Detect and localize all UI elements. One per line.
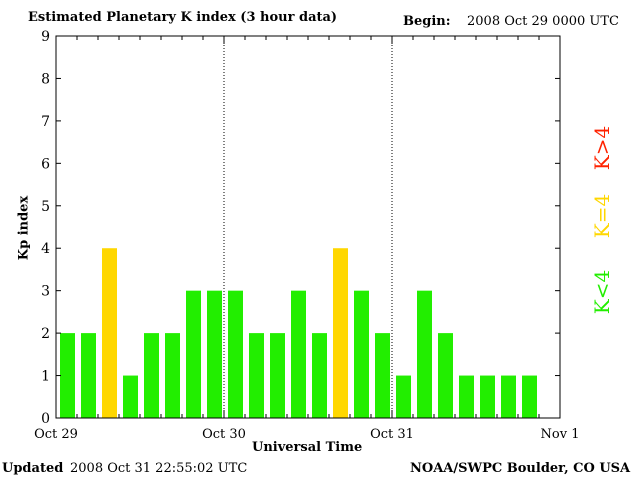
- y-tick-label: 5: [41, 199, 50, 215]
- kp-bar: [480, 375, 495, 418]
- updated-label: Updated: [2, 461, 64, 476]
- y-tick-label: 8: [41, 71, 50, 87]
- begin-value: 2008 Oct 29 0000 UTC: [467, 14, 619, 29]
- kp-bar: [522, 375, 537, 418]
- chart-title: Estimated Planetary K index (3 hour data…: [28, 10, 338, 25]
- y-tick-label: 0: [41, 411, 50, 427]
- y-tick-label: 6: [41, 156, 50, 172]
- kp-bar: [249, 333, 264, 418]
- kp-bar: [228, 290, 243, 418]
- kp-bar: [81, 333, 96, 418]
- kp-bar: [207, 290, 222, 418]
- kp-bar: [144, 333, 159, 418]
- kp-bar: [270, 333, 285, 418]
- x-tick-label: Oct 31: [370, 427, 414, 442]
- x-axis-label: Universal Time: [252, 440, 363, 455]
- x-tick-label: Oct 30: [202, 427, 246, 442]
- kp-bar: [186, 290, 201, 418]
- x-tick-label: Nov 1: [541, 427, 580, 442]
- x-axis: Oct 29 Oct 30 Oct 31 Nov 1: [34, 36, 579, 442]
- kp-bar: [165, 333, 180, 418]
- legend-low: K<4: [590, 269, 614, 315]
- y-tick-label: 3: [41, 284, 50, 300]
- x-tick-label: Oct 29: [34, 427, 78, 442]
- y-tick-label: 1: [41, 369, 50, 385]
- kp-bar: [312, 333, 327, 418]
- kp-bar: [375, 333, 390, 418]
- begin-label: Begin:: [403, 14, 451, 29]
- credit-text: NOAA/SWPC Boulder, CO USA: [410, 461, 631, 476]
- y-axis: 0 1 2 3 4 5 6 7 8 9: [41, 29, 560, 427]
- kp-bar: [333, 248, 348, 418]
- kp-bar: [396, 375, 411, 418]
- kp-bar: [501, 375, 516, 418]
- kp-bar: [102, 248, 117, 418]
- y-tick-label: 9: [41, 29, 50, 45]
- day-separators: [223, 36, 393, 418]
- y-tick-label: 2: [41, 326, 50, 342]
- kp-bar: [291, 290, 306, 418]
- kp-bar: [438, 333, 453, 418]
- kp-bar: [123, 375, 138, 418]
- kp-bar: [417, 290, 432, 418]
- kp-bar: [354, 290, 369, 418]
- legend-high: K>4: [590, 125, 614, 171]
- y-tick-label: 7: [41, 114, 50, 130]
- plot-frame: [55, 35, 561, 419]
- kp-bar: [459, 375, 474, 418]
- legend-mid: K=4: [590, 193, 614, 239]
- y-axis-label: Kp index: [16, 195, 32, 261]
- updated-value: 2008 Oct 31 22:55:02 UTC: [70, 461, 248, 476]
- y-tick-label: 4: [41, 241, 50, 257]
- kp-bar: [60, 333, 75, 418]
- bars-group: [60, 248, 537, 418]
